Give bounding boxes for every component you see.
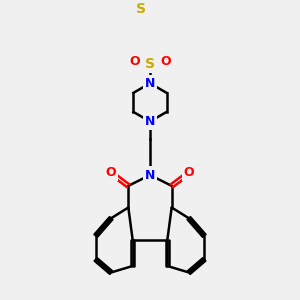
- Text: O: O: [106, 167, 116, 179]
- Text: S: S: [145, 57, 155, 71]
- Text: S: S: [136, 2, 146, 16]
- Text: N: N: [145, 77, 155, 90]
- Text: O: O: [129, 55, 140, 68]
- Text: N: N: [145, 169, 155, 182]
- Text: N: N: [145, 115, 155, 128]
- Text: O: O: [160, 55, 171, 68]
- Text: O: O: [184, 167, 194, 179]
